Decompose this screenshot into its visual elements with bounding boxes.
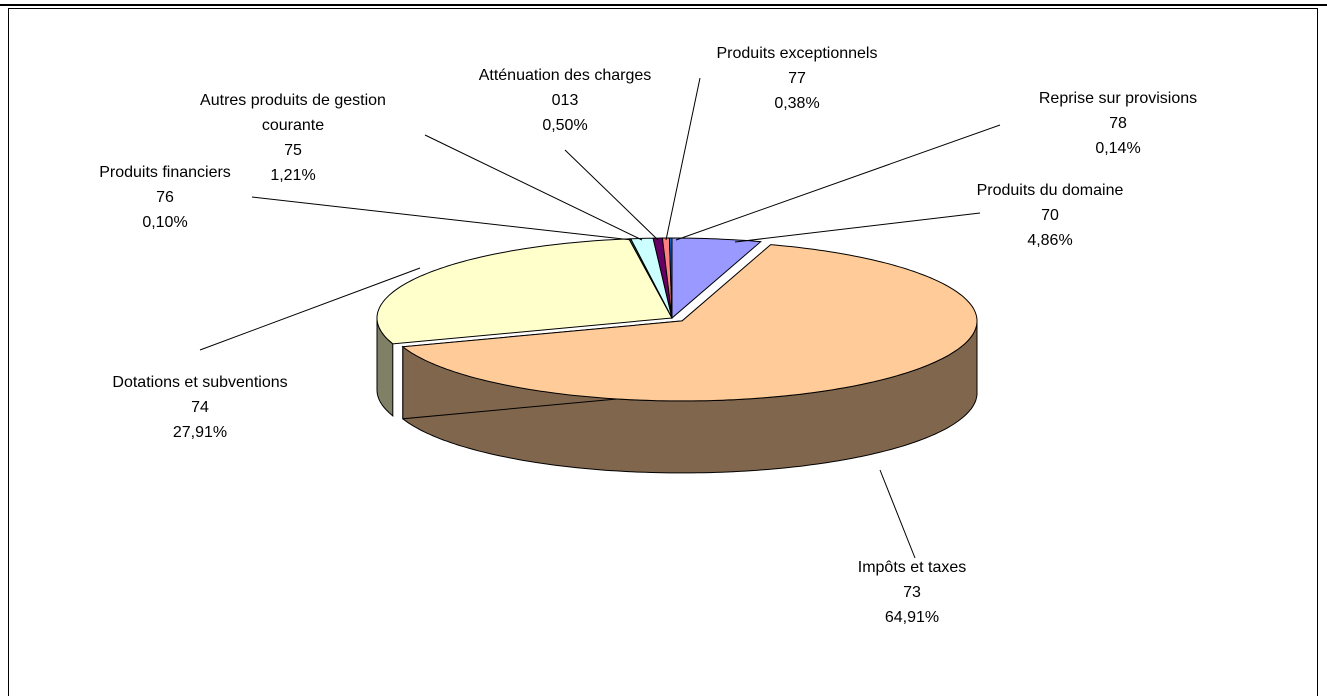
pie-tops: [376, 237, 978, 402]
label-name: Impôts et taxes: [857, 559, 967, 576]
label-value: 64,91%: [884, 609, 940, 626]
label-code: 013: [551, 92, 579, 109]
label-value: 0,38%: [774, 95, 820, 112]
slice-label: Reprise sur provisions 78 0,14%: [988, 86, 1248, 161]
label-name: Reprise sur provisions: [1038, 90, 1198, 107]
label-name: Produits financiers: [99, 164, 231, 181]
leader-line: [665, 77, 701, 241]
label-value: 4,86%: [1027, 232, 1073, 249]
label-code: 73: [903, 584, 921, 601]
leader-line: [879, 469, 916, 559]
label-value: 0,50%: [542, 117, 588, 134]
slice-label: Dotations et subventions 74 27,91%: [70, 370, 330, 445]
leader-lines: [199, 77, 1001, 559]
label-name: Produits exceptionnels: [716, 45, 878, 62]
label-name: Produits du domaine: [976, 182, 1124, 199]
label-code: 77: [788, 70, 806, 87]
label-value: 0,14%: [1095, 140, 1141, 157]
pie-slice: [401, 244, 978, 402]
leader-line: [675, 124, 1001, 241]
slice-label: Impôts et taxes 73 64,91%: [812, 555, 1012, 630]
pie-slice: [671, 237, 762, 320]
label-code: 76: [156, 189, 174, 206]
label-code: 78: [1109, 115, 1127, 132]
label-name: Autres produits de gestion courante: [200, 92, 386, 134]
slice-label: Produits financiers 76 0,10%: [65, 160, 265, 235]
label-name: Atténuation des charges: [478, 67, 652, 84]
slice-label: Produits du domaine 70 4,86%: [930, 178, 1170, 253]
pie-slice: [668, 237, 673, 319]
label-value: 1,21%: [270, 167, 316, 184]
pie-slice: [376, 238, 673, 345]
label-value: 0,10%: [142, 214, 188, 231]
slice-label: Autres produits de gestion courante 75 1,2…: [178, 88, 408, 188]
leader-line: [734, 212, 981, 243]
leader-line: [199, 267, 421, 351]
chart-frame: [8, 8, 1318, 696]
leader-line: [424, 134, 643, 241]
leader-line: [564, 149, 659, 241]
label-code: 70: [1041, 207, 1059, 224]
leader-line: [251, 196, 633, 241]
slice-label: Produits exceptionnels 77 0,38%: [677, 41, 917, 116]
slice-label: Atténuation des charges 013 0,50%: [445, 63, 685, 138]
label-value: 27,91%: [172, 424, 228, 441]
label-code: 74: [191, 399, 209, 416]
label-code: 75: [284, 142, 302, 159]
label-name: Dotations et subventions: [112, 374, 288, 391]
